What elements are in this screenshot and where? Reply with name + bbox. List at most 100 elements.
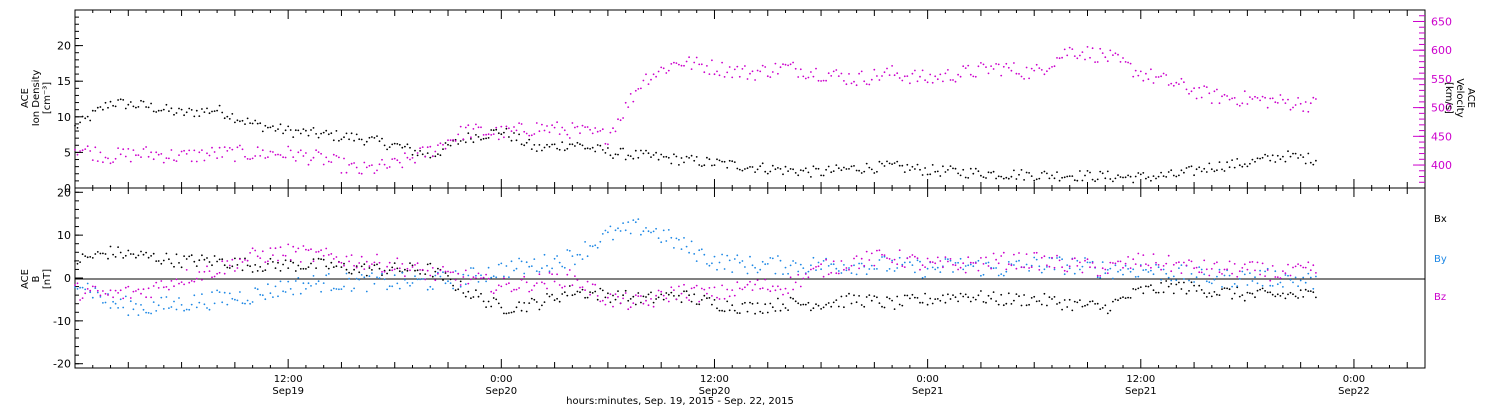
by-point — [1315, 275, 1317, 278]
bx-point — [873, 295, 876, 297]
bz-point — [604, 303, 607, 306]
bx-point — [909, 297, 911, 300]
density-point — [647, 152, 650, 155]
velocity-point — [1068, 46, 1071, 49]
density-point — [810, 176, 812, 178]
bx-point — [528, 302, 531, 304]
density-point — [799, 169, 802, 172]
bx-point — [510, 311, 513, 314]
by-point — [1233, 283, 1236, 285]
density-point — [632, 157, 635, 160]
density-point — [921, 174, 924, 176]
bz-point — [485, 273, 487, 276]
bx-point — [1005, 302, 1008, 305]
tick-label: 500 — [1431, 102, 1452, 115]
bx-point — [297, 264, 300, 267]
density-point — [206, 107, 208, 110]
bz-point — [345, 255, 348, 258]
bz-point — [627, 308, 630, 311]
density-point — [1188, 166, 1190, 168]
bx-point — [490, 305, 493, 308]
bz-point — [1254, 269, 1256, 272]
bz-point — [409, 269, 411, 272]
velocity-point — [1145, 72, 1147, 75]
bx-point — [673, 295, 675, 297]
bz-point — [124, 286, 127, 289]
velocity-point — [231, 148, 234, 151]
bx-point — [1254, 296, 1256, 299]
bz-point — [86, 288, 89, 290]
density-point — [685, 155, 688, 158]
density-point — [579, 143, 581, 146]
bx-point — [1063, 299, 1066, 301]
bx-point — [1294, 295, 1297, 298]
velocity-point — [1002, 65, 1005, 68]
density-point — [1249, 162, 1251, 165]
bz-point — [452, 271, 454, 274]
bz-point — [1178, 261, 1180, 264]
x-tick-label-time: 0:00 — [1343, 374, 1365, 385]
bx-point — [1307, 290, 1310, 292]
bz-point — [589, 293, 591, 296]
by-point — [924, 276, 926, 278]
velocity-point — [903, 75, 906, 78]
velocity-point — [274, 154, 277, 156]
by-point — [964, 265, 967, 267]
velocity-point — [1040, 69, 1043, 71]
by-point — [401, 272, 404, 274]
by-point — [865, 273, 868, 276]
bz-point — [962, 262, 965, 265]
by-point — [1147, 271, 1150, 273]
bx-point — [1238, 295, 1241, 298]
velocity-point — [566, 133, 569, 136]
bx-point — [195, 265, 198, 267]
density-point — [987, 171, 990, 174]
by-point — [728, 259, 731, 262]
velocity-point — [799, 68, 802, 71]
density-point — [995, 177, 997, 180]
density-point — [1056, 171, 1058, 174]
by-point — [957, 261, 959, 264]
density-point — [505, 127, 508, 130]
velocity-point — [617, 118, 619, 121]
bz-point — [419, 269, 421, 271]
by-point — [239, 291, 241, 293]
velocity-point — [287, 145, 290, 148]
bz-point — [437, 272, 439, 275]
bz-point — [980, 257, 982, 259]
velocity-point — [929, 73, 932, 76]
bz-point — [929, 260, 932, 263]
velocity-point — [1205, 86, 1208, 88]
bz-point — [76, 282, 79, 285]
bz-point — [302, 245, 305, 247]
bx-point — [703, 294, 706, 297]
density-point — [1312, 163, 1315, 166]
bz-point — [914, 255, 916, 258]
velocity-point — [1071, 48, 1074, 50]
bx-point — [1218, 294, 1221, 296]
density-point — [437, 153, 439, 156]
bz-point — [168, 288, 170, 291]
density-point — [464, 141, 467, 144]
bz-point — [698, 300, 701, 303]
velocity-point — [358, 172, 361, 175]
by-point — [1274, 270, 1277, 273]
bz-point — [475, 277, 477, 279]
velocity-point — [360, 172, 363, 175]
by-point — [91, 296, 94, 299]
velocity-point — [1084, 58, 1086, 61]
by-point — [995, 267, 997, 269]
density-point — [292, 136, 295, 139]
by-point — [1271, 285, 1274, 287]
by-point — [700, 248, 703, 251]
bx-point — [959, 292, 962, 295]
density-point — [1132, 181, 1135, 184]
density-point — [835, 164, 838, 167]
velocity-point — [1190, 90, 1193, 93]
by-point — [487, 266, 490, 269]
velocity-point — [579, 132, 581, 135]
density-point — [513, 132, 515, 134]
by-point — [1157, 266, 1160, 269]
bz-point — [1139, 265, 1142, 267]
velocity-point — [91, 159, 94, 162]
